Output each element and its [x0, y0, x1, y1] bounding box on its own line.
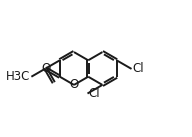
Text: H3C: H3C	[6, 70, 31, 83]
Text: O: O	[69, 78, 79, 91]
Text: Cl: Cl	[88, 87, 100, 100]
Text: Cl: Cl	[133, 62, 144, 75]
Text: O: O	[41, 62, 50, 75]
